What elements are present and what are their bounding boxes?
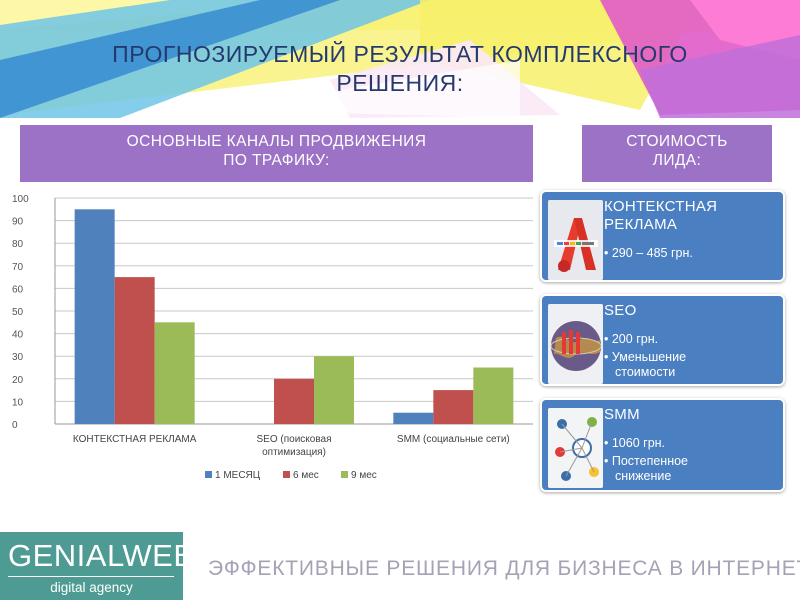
bar bbox=[314, 356, 354, 424]
y-tick-label: 40 bbox=[12, 330, 24, 341]
bar bbox=[114, 277, 155, 424]
bar bbox=[74, 209, 115, 424]
y-tick-label: 100 bbox=[12, 194, 29, 205]
lead-cost-heading-line-2: ЛИДА: bbox=[652, 152, 702, 169]
page-title-line-2: РЕШЕНИЯ: bbox=[336, 70, 464, 96]
lead-cost-heading: СТОИМОСТЬ ЛИДА: bbox=[582, 125, 772, 182]
seo-globe-icon bbox=[548, 304, 603, 384]
legend-swatch bbox=[283, 471, 290, 478]
y-tick-label: 0 bbox=[12, 420, 18, 431]
x-tick-label: SEO (поисковая bbox=[256, 434, 331, 445]
bar bbox=[433, 390, 474, 424]
legend-swatch bbox=[205, 471, 212, 478]
bar bbox=[393, 412, 434, 424]
bar bbox=[274, 378, 314, 424]
legend-label: 1 МЕСЯЦ bbox=[215, 470, 261, 481]
page-title-line-1: ПРОГНОЗИРУЕМЫЙ РЕЗУЛЬТАТ КОМПЛЕКСНОГО bbox=[112, 41, 688, 67]
logo-subtitle: digital agency bbox=[50, 580, 133, 595]
y-tick-label: 30 bbox=[12, 352, 24, 363]
footer-tagline: ЭФФЕКТИВНЫЕ РЕШЕНИЯ ДЛЯ БИЗНЕСА В ИНТЕРН… bbox=[208, 557, 800, 580]
y-tick-label: 70 bbox=[12, 262, 24, 273]
logo-name: GENIALWEB bbox=[8, 538, 195, 573]
lead-cost-card-title: SMM bbox=[604, 406, 782, 424]
traffic-channels-heading-line-2: ПО ТРАФИКУ: bbox=[223, 152, 330, 169]
x-tick-label: КОНТЕКСТНАЯ РЕКЛАМА bbox=[73, 434, 197, 445]
y-tick-label: 80 bbox=[12, 239, 24, 250]
lead-cost-card-bullets: 290 – 485 грн. bbox=[604, 246, 693, 264]
logo-divider bbox=[8, 576, 174, 577]
y-tick-label: 10 bbox=[12, 397, 24, 408]
page-title: ПРОГНОЗИРУЕМЫЙ РЕЗУЛЬТАТ КОМПЛЕКСНОГО РЕ… bbox=[60, 40, 740, 98]
x-tick-label: SMM (социальные сети) bbox=[397, 434, 510, 445]
lead-cost-bullet: 200 грн. bbox=[604, 332, 686, 347]
legend-label: 9 мес bbox=[351, 470, 377, 481]
social-network-icon bbox=[548, 408, 603, 488]
bar bbox=[154, 322, 195, 424]
lead-cost-bullet: 290 – 485 грн. bbox=[604, 246, 693, 261]
card-title-line-1: SMM bbox=[604, 406, 640, 423]
bar bbox=[473, 367, 514, 424]
card-title-line-1: SEO bbox=[604, 302, 637, 319]
traffic-channels-heading: ОСНОВНЫЕ КАНАЛЫ ПРОДВИЖЕНИЯ ПО ТРАФИКУ: bbox=[20, 125, 533, 182]
legend-swatch bbox=[341, 471, 348, 478]
x-tick-label: оптимизация) bbox=[262, 447, 326, 458]
google-adwords-logo-icon bbox=[548, 200, 603, 280]
traffic-bar-chart: 0 10 20 30 40 50 60 70 80 90 100 КОНТЕКСТНАЯ РЕКЛАМ… bbox=[12, 194, 533, 481]
y-tick-label: 90 bbox=[12, 217, 24, 228]
lead-cost-card-title: КОНТЕКСТНАЯ РЕКЛАМА bbox=[604, 198, 782, 234]
y-tick-label: 50 bbox=[12, 307, 24, 318]
y-tick-label: 20 bbox=[12, 375, 24, 386]
genialweb-logo: GENIALWEB digital agency bbox=[0, 532, 194, 600]
lead-cost-heading-line-1: СТОИМОСТЬ bbox=[626, 133, 728, 150]
traffic-channels-heading-line-1: ОСНОВНЫЕ КАНАЛЫ ПРОДВИЖЕНИЯ bbox=[126, 133, 427, 150]
legend-label: 6 мес bbox=[293, 470, 319, 481]
lead-cost-bullet: 1060 грн. bbox=[604, 436, 688, 451]
card-title-line-2: РЕКЛАМА bbox=[604, 216, 678, 233]
card-title-line-1: КОНТЕКСТНАЯ bbox=[604, 198, 718, 215]
y-tick-label: 60 bbox=[12, 284, 24, 295]
lead-cost-card-context: КОНТЕКСТНАЯ РЕКЛАМА 290 – 485 грн. bbox=[540, 190, 785, 282]
lead-cost-card-title: SEO bbox=[604, 302, 782, 320]
